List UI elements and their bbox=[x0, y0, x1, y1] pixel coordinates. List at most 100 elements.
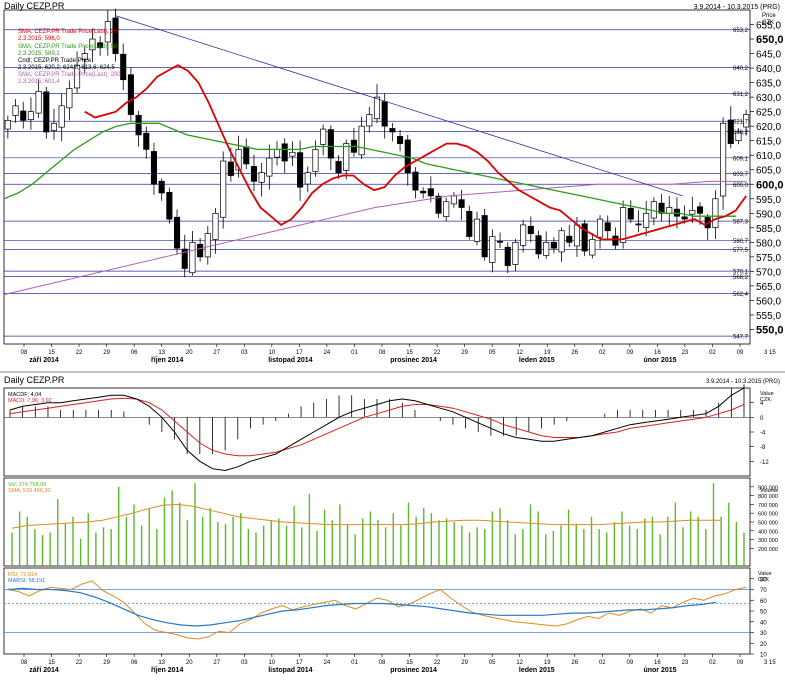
level-label: 547,7 bbox=[733, 335, 749, 341]
volume-panel bbox=[11, 483, 754, 566]
price-tick-label: 615,0 bbox=[756, 137, 781, 148]
candle-body bbox=[104, 21, 111, 43]
bottom-xaxis-day-label: 27 bbox=[213, 660, 220, 666]
candle-body bbox=[527, 225, 534, 234]
candle-body bbox=[727, 119, 734, 144]
price-tick-label: 650,0 bbox=[756, 34, 784, 46]
sma200-line bbox=[3, 180, 747, 296]
bottom-xaxis-day-label: 02 bbox=[709, 660, 716, 666]
price-xaxis-day-label: 12 bbox=[516, 350, 523, 356]
candle-body bbox=[566, 235, 573, 243]
bottom-xaxis-month-label: únor 2015 bbox=[643, 667, 676, 674]
level-label: 568,2 bbox=[733, 275, 749, 281]
rsi-tick-label: 80 bbox=[760, 577, 767, 583]
candle-body bbox=[366, 114, 373, 127]
candle-body bbox=[558, 230, 565, 253]
bottom-xaxis-month-label: září 2014 bbox=[29, 667, 59, 674]
price-xaxis-day-label: 19 bbox=[544, 350, 551, 356]
legend-entry: SMA; CEZP.PR Trade Price(Last); 50 bbox=[18, 44, 118, 50]
candle-body bbox=[150, 151, 158, 185]
price-xaxis-day-label: 22 bbox=[76, 350, 83, 356]
candle-body bbox=[573, 224, 581, 247]
candle-body bbox=[535, 235, 542, 255]
volume-tick-label: 400 000 bbox=[758, 529, 778, 535]
price-xaxis-day-label: 01 bbox=[351, 350, 358, 356]
date-range: 3.9.2014 - 10.3.2015 (PRG) bbox=[694, 4, 780, 11]
price-tick-label: 575,0 bbox=[756, 253, 781, 264]
rsi-legend-2: MARSI; 58,191 bbox=[8, 578, 45, 584]
candle-body bbox=[627, 207, 634, 220]
bottom-xaxis-day-label: 08 bbox=[379, 660, 386, 666]
level-label: 621,7 bbox=[733, 120, 749, 126]
candle-body bbox=[489, 236, 496, 263]
candle-body bbox=[358, 125, 365, 156]
candle-body bbox=[304, 172, 311, 185]
level-label: 587,3 bbox=[733, 220, 749, 226]
lower-chart-title: Daily CEZP.PR bbox=[4, 375, 65, 385]
marsi-line bbox=[7, 587, 717, 627]
price-xaxis-day-label: 23 bbox=[682, 350, 689, 356]
level-label: 618,2 bbox=[733, 130, 749, 136]
candle-body bbox=[212, 212, 219, 240]
candle-body bbox=[735, 131, 742, 142]
bottom-xaxis-month-label: říjen 2014 bbox=[151, 667, 183, 674]
price-xaxis-month-label: únor 2015 bbox=[643, 357, 676, 364]
level-label: 609,1 bbox=[733, 156, 749, 162]
candle-body bbox=[327, 129, 334, 159]
level-label: 577,5 bbox=[733, 248, 749, 254]
candle-body bbox=[420, 190, 427, 194]
price-xaxis-day-label: 08 bbox=[21, 350, 28, 356]
candle-body bbox=[466, 210, 473, 237]
volume-axis-label: Volume bbox=[760, 488, 778, 494]
volume-tick-label: 600 000 bbox=[758, 512, 778, 518]
candle-body bbox=[189, 241, 196, 274]
candle-body bbox=[458, 199, 465, 208]
candle-body bbox=[612, 235, 619, 246]
bottom-xaxis-day-label: 09 bbox=[737, 660, 744, 666]
volume-tick-label: 500 000 bbox=[758, 521, 778, 527]
price-xaxis-day-label: 29 bbox=[103, 350, 110, 356]
bottom-xaxis-day-label: 13 bbox=[158, 660, 165, 666]
legend-entry: SMA; CEZP.PR Trade Price(Last); 200 bbox=[18, 72, 121, 78]
bottom-xaxis-day-label: 09 bbox=[627, 660, 634, 666]
price-tick-label: 655,0 bbox=[756, 21, 781, 32]
price-tick-label: 590,0 bbox=[756, 209, 781, 220]
candle-body bbox=[473, 218, 481, 242]
bottom-xaxis-day-label: 24 bbox=[324, 660, 331, 666]
price-axis-label: Price bbox=[762, 13, 776, 19]
level-label: 562,4 bbox=[733, 292, 749, 298]
bottom-xaxis-day-label: 06 bbox=[131, 660, 138, 666]
price-xaxis-day-label: 20 bbox=[186, 350, 193, 356]
bottom-xaxis-day-label: 08 bbox=[21, 660, 28, 666]
bottom-xaxis-day-label: 12 bbox=[516, 660, 523, 666]
legend-entry: Cndl; CEZP.PR Trade Price bbox=[18, 58, 92, 64]
candle-body bbox=[589, 239, 596, 256]
price-xaxis-last: 3 15 bbox=[764, 350, 776, 356]
bottom-xaxis-month-label: prosinec 2014 bbox=[390, 667, 437, 674]
candle-body bbox=[158, 180, 165, 194]
price-xaxis-day-label: 13 bbox=[158, 350, 165, 356]
bottom-xaxis-day-label: 03 bbox=[241, 660, 248, 666]
volume-tick-label: 300 000 bbox=[758, 538, 778, 544]
price-xaxis-day-label: 15 bbox=[406, 350, 413, 356]
price-tick-label: 645,0 bbox=[756, 50, 781, 61]
candle-body bbox=[135, 114, 142, 136]
price-xaxis-day-label: 02 bbox=[709, 350, 716, 356]
price-tick-label: 580,0 bbox=[756, 238, 781, 249]
rsi-panel bbox=[4, 578, 754, 655]
candle-body bbox=[258, 172, 265, 183]
price-xaxis-month-label: září 2014 bbox=[29, 357, 59, 364]
volume-tick-label: 200 000 bbox=[758, 547, 778, 553]
macd-axis-label: Value bbox=[760, 391, 774, 397]
candle-body bbox=[12, 105, 19, 116]
candle-body bbox=[658, 202, 665, 214]
candle-body bbox=[435, 195, 442, 214]
candle-body bbox=[689, 210, 696, 215]
level-label: 653,2 bbox=[733, 28, 749, 34]
price-xaxis-day-label: 26 bbox=[571, 350, 578, 356]
candle-body bbox=[743, 114, 750, 128]
candles bbox=[4, 8, 750, 278]
level-label: 603,7 bbox=[733, 172, 749, 178]
candle-body bbox=[643, 212, 650, 228]
